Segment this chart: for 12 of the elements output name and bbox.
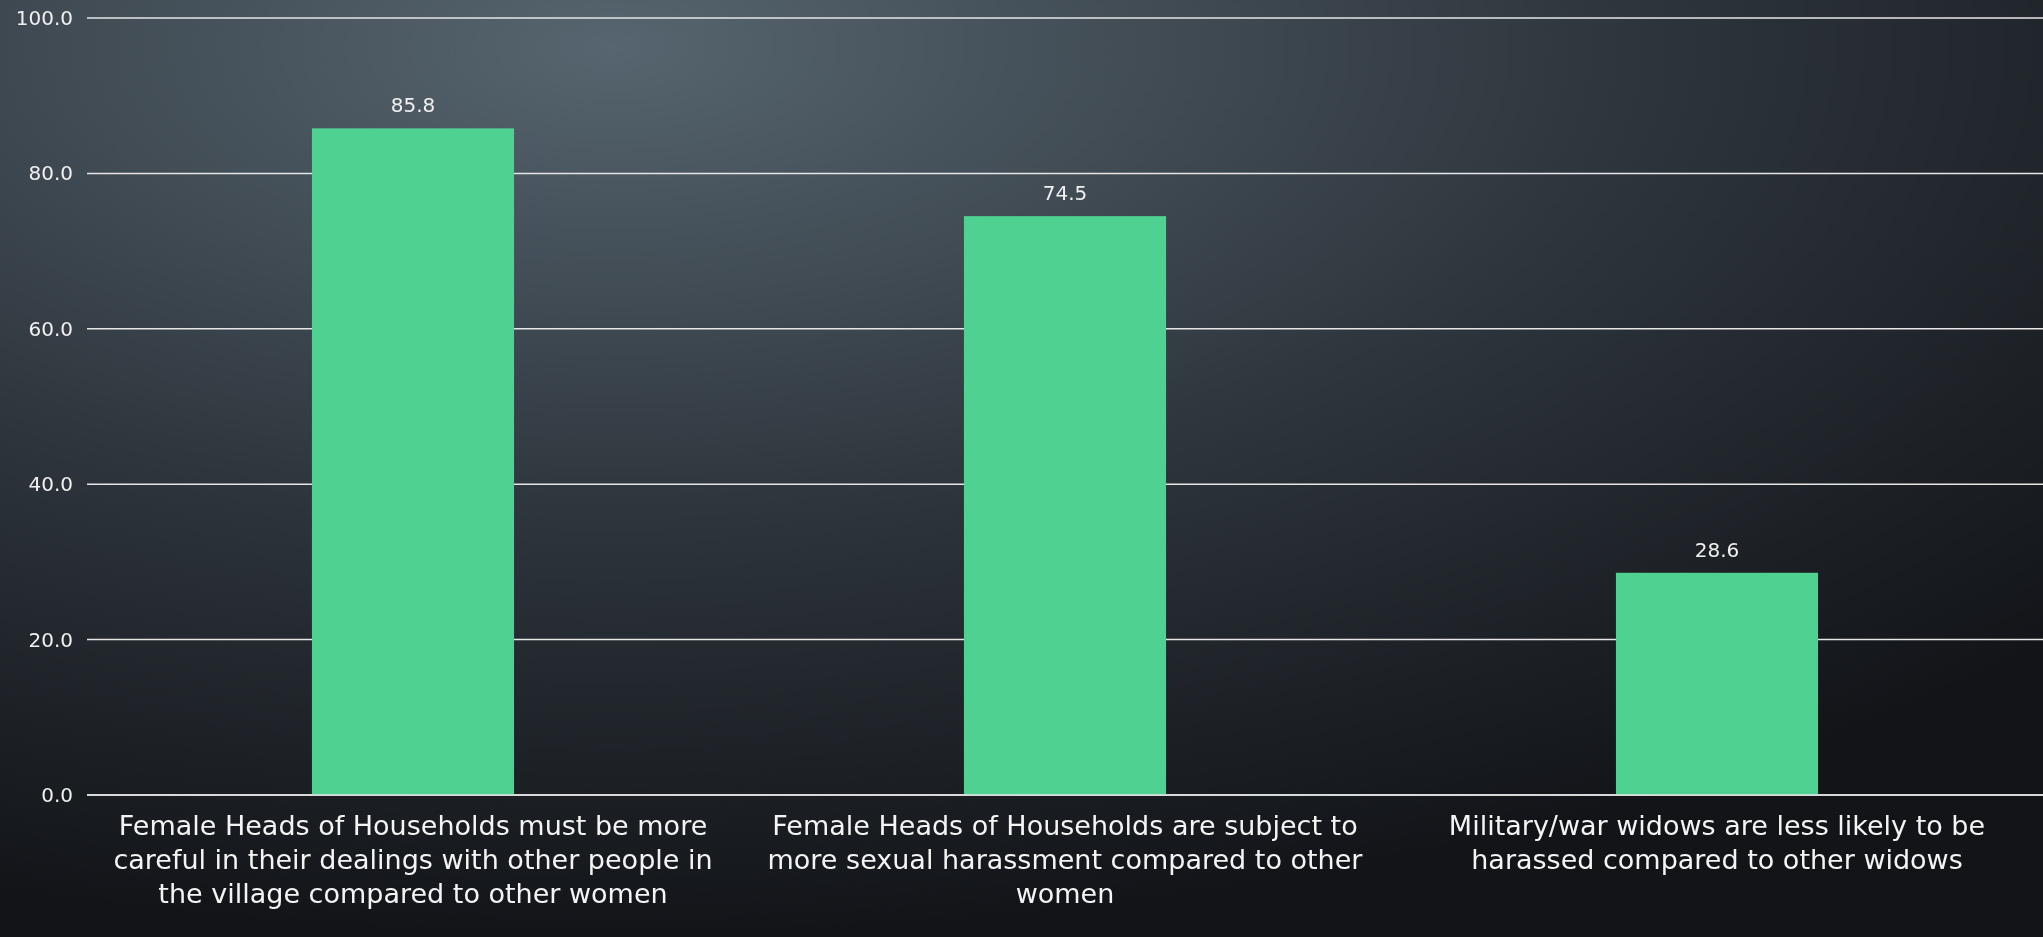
x-tick-label: Female Heads of Households must be more careful in their dealings with other people in the village compared to other women: [113, 810, 713, 909]
y-tick-label: 80.0: [28, 161, 73, 186]
x-tick-label: Female Heads of Households are subject to more sexual harassment compared to other women: [767, 810, 1364, 909]
y-tick-label: 100.0: [15, 5, 73, 30]
y-tick-label: 20.0: [28, 627, 73, 652]
y-tick-label: 40.0: [28, 472, 73, 497]
y-tick-label: 0.0: [41, 782, 73, 807]
data-label: 74.5: [1042, 181, 1088, 206]
data-label: 85.8: [390, 93, 436, 118]
x-tick-label: Military/war widows are less likely to be harassed compared to other widows: [1448, 810, 1986, 875]
data-label: 28.6: [1694, 537, 1740, 562]
y-tick-label: 60.0: [28, 316, 73, 341]
